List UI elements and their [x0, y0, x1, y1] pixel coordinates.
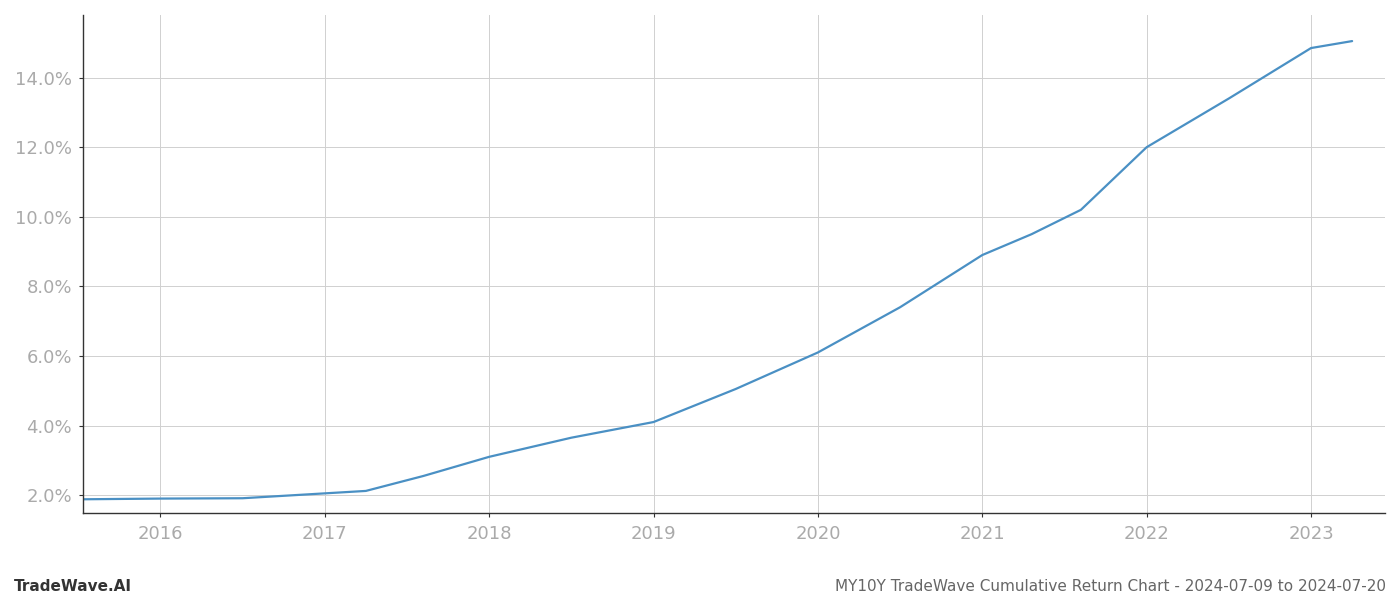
Text: TradeWave.AI: TradeWave.AI [14, 579, 132, 594]
Text: MY10Y TradeWave Cumulative Return Chart - 2024-07-09 to 2024-07-20: MY10Y TradeWave Cumulative Return Chart … [834, 579, 1386, 594]
